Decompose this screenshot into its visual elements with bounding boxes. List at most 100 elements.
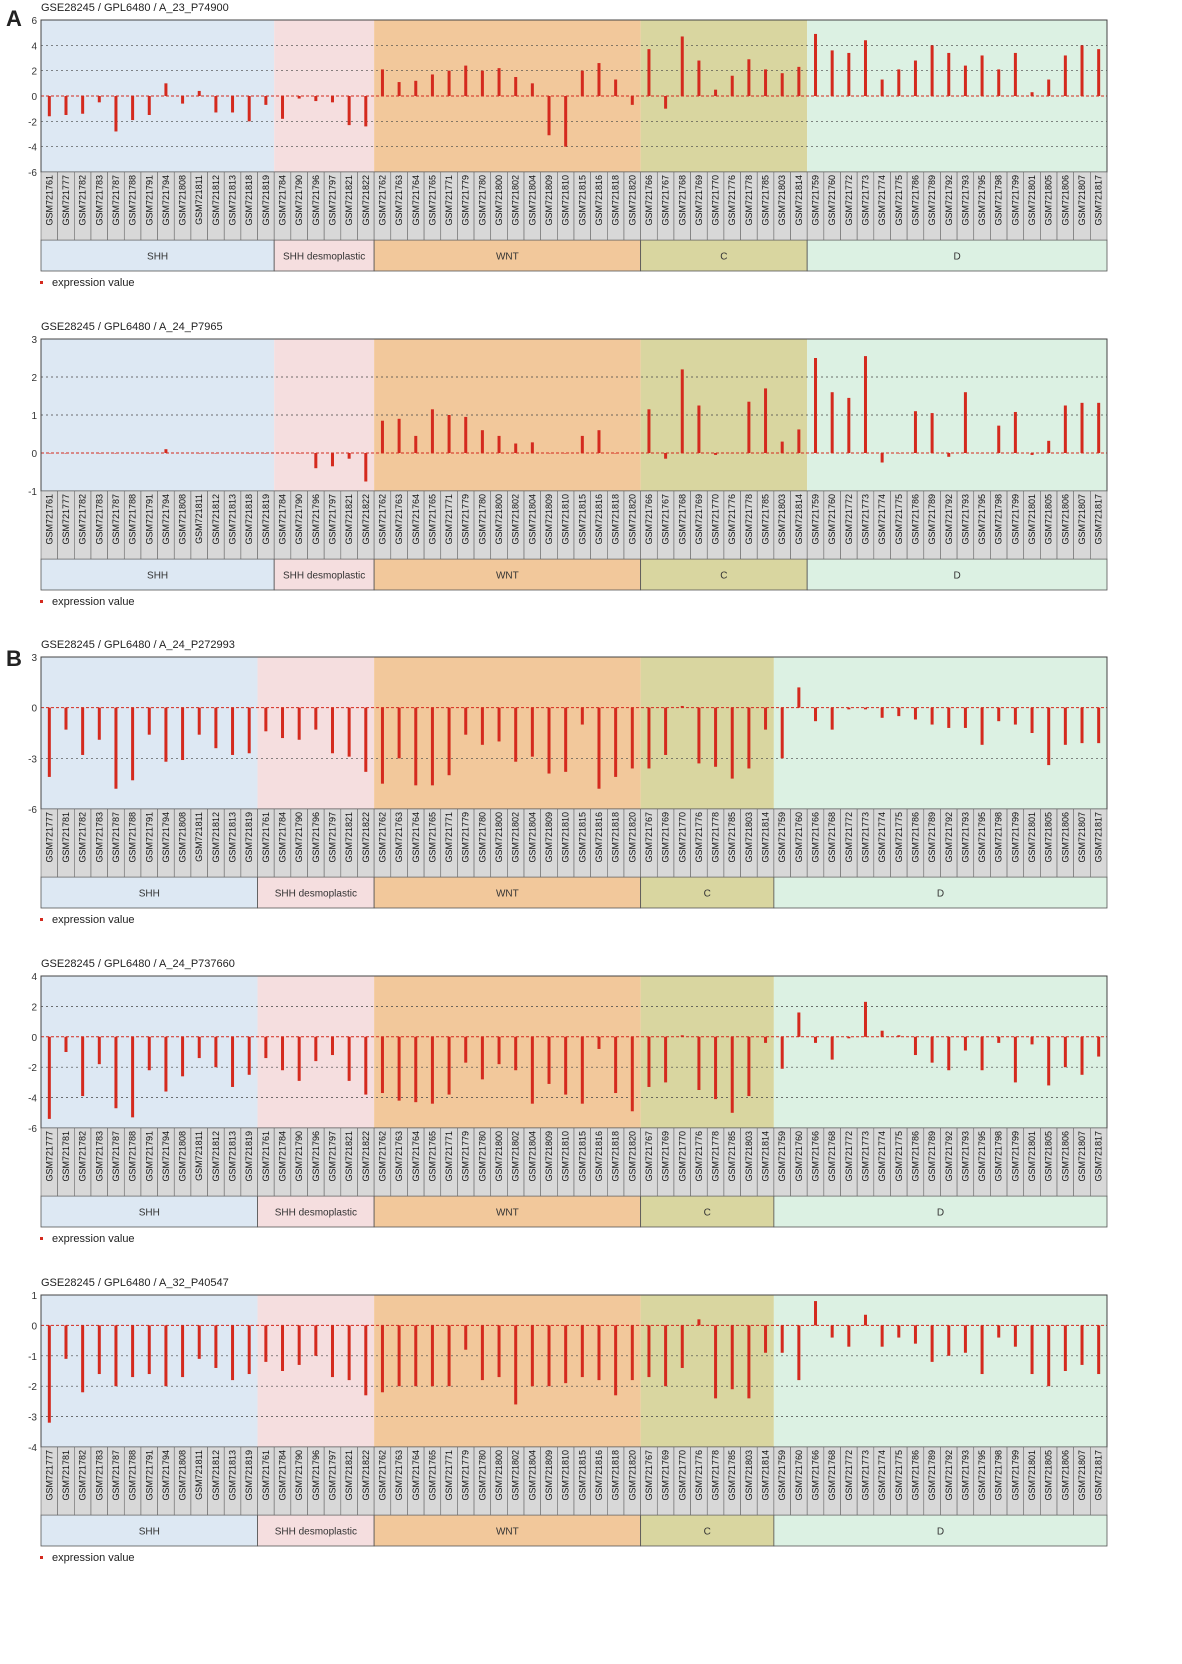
bar	[913, 707, 917, 720]
bar	[164, 707, 168, 762]
bar	[97, 1036, 101, 1065]
bar	[647, 707, 651, 769]
x-tick-label: GSM721807	[1077, 494, 1087, 545]
bar	[747, 1036, 751, 1097]
x-tick-label: GSM721785	[761, 494, 771, 545]
x-tick-label: GSM721816	[594, 1450, 604, 1501]
group-band	[773, 657, 1107, 809]
x-tick-label: GSM721761	[44, 175, 54, 226]
x-tick-label: GSM721794	[161, 494, 171, 545]
x-tick-label: GSM721784	[278, 1450, 288, 1501]
x-tick-label: GSM721778	[711, 1131, 721, 1182]
bar	[997, 1036, 1001, 1043]
bar	[564, 96, 568, 147]
x-tick-label: GSM721768	[827, 1131, 837, 1182]
bar	[264, 453, 268, 454]
x-tick-label: GSM721784	[278, 812, 288, 863]
x-tick-label: GSM721814	[794, 175, 804, 226]
bar	[814, 33, 818, 96]
x-tick-label: GSM721779	[461, 812, 471, 863]
x-tick-label: GSM721772	[844, 175, 854, 226]
group-strip	[40, 558, 275, 591]
x-tick-label: GSM721802	[511, 1131, 521, 1182]
x-tick-label: GSM721792	[944, 1131, 954, 1182]
bar	[364, 707, 368, 772]
x-tick-label: GSM721822	[361, 812, 371, 863]
bar	[414, 1036, 418, 1103]
x-tick-label: GSM721789	[927, 1450, 937, 1501]
x-tick-label: GSM721771	[444, 1131, 454, 1182]
x-tick-label: GSM721780	[477, 175, 487, 226]
bar	[397, 418, 401, 453]
group-label: SHH	[139, 1208, 160, 1219]
bar	[830, 707, 834, 730]
bar	[963, 707, 967, 728]
bar	[1047, 707, 1051, 766]
bar	[1063, 1036, 1067, 1068]
x-tick-label: GSM721813	[228, 175, 238, 226]
bar	[797, 429, 801, 453]
group-strip	[806, 558, 1108, 591]
bar	[380, 1036, 384, 1094]
x-tick-label: GSM721777	[44, 1450, 54, 1501]
y-tick-label: 0	[31, 1321, 37, 1332]
x-tick-label: GSM721805	[1044, 494, 1054, 545]
x-tick-label: GSM721810	[561, 494, 571, 545]
x-tick-label: GSM721797	[327, 1450, 337, 1501]
bar	[314, 1036, 318, 1062]
x-tick-label: GSM721806	[1060, 175, 1070, 226]
x-tick-label: GSM721762	[377, 175, 387, 226]
x-tick-label: GSM721803	[777, 494, 787, 545]
x-tick-label: GSM721795	[977, 1450, 987, 1501]
bar	[1047, 1036, 1051, 1086]
group-strip	[373, 1514, 642, 1547]
bar	[630, 96, 634, 105]
x-tick-label: GSM721780	[477, 812, 487, 863]
chart-svg: GSE28245 / GPL6480 / A_23_P74900 SHH SHH d…	[28, 2, 1108, 289]
bar	[281, 453, 285, 454]
bar	[780, 441, 784, 453]
x-tick-label: GSM721796	[311, 1450, 321, 1501]
bar	[880, 707, 884, 718]
bar	[630, 453, 634, 454]
bar	[281, 707, 285, 739]
bar	[197, 1036, 201, 1059]
group-label: C	[720, 252, 727, 263]
bar	[697, 1036, 701, 1090]
x-tick-label: GSM721803	[777, 175, 787, 226]
bar	[364, 1036, 368, 1095]
bar	[114, 453, 118, 454]
x-tick-label: GSM721807	[1077, 1131, 1087, 1182]
x-tick-label: GSM721808	[178, 1450, 188, 1501]
bar	[764, 1036, 768, 1043]
bar	[1097, 1325, 1101, 1375]
group-strip	[773, 1514, 1108, 1547]
x-tick-label: GSM721776	[727, 175, 737, 226]
group-band	[274, 339, 375, 491]
bar	[747, 1325, 751, 1399]
x-tick-label: GSM721764	[411, 494, 421, 545]
x-tick-label: GSM721776	[694, 1131, 704, 1182]
bar	[997, 425, 1001, 453]
bar	[480, 1036, 484, 1080]
bar	[497, 707, 501, 742]
x-tick-label: GSM721791	[144, 1131, 154, 1182]
x-tick-label: GSM721783	[94, 1131, 104, 1182]
y-tick-label: -1	[28, 1352, 37, 1363]
y-tick-label: -4	[28, 1094, 37, 1105]
bar	[580, 70, 584, 96]
x-tick-label: GSM721788	[128, 175, 138, 226]
bar	[214, 1325, 218, 1368]
bar	[131, 96, 135, 121]
x-tick-label: GSM721782	[78, 494, 88, 545]
x-tick-label: GSM721795	[977, 812, 987, 863]
x-tick-label: GSM721786	[910, 175, 920, 226]
bar	[980, 1325, 984, 1375]
x-tick-label: GSM721800	[494, 812, 504, 863]
bar	[1080, 402, 1084, 453]
x-tick-label: GSM721769	[661, 1450, 671, 1501]
bar	[1063, 405, 1067, 453]
bar	[297, 707, 301, 740]
bar	[947, 1036, 951, 1071]
bar	[530, 1325, 534, 1387]
